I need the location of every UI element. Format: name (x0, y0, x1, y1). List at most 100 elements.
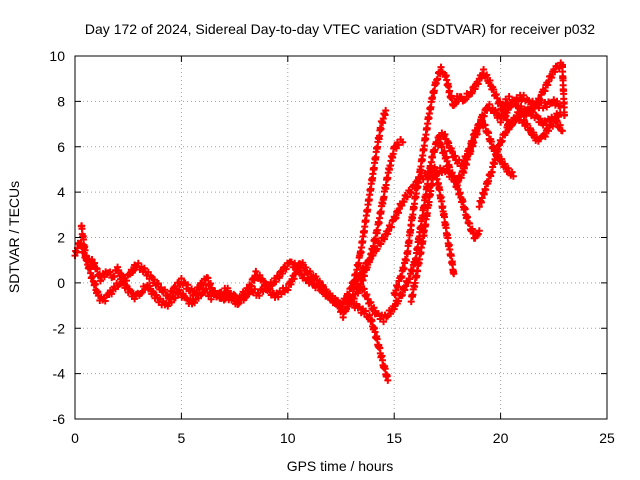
data-point (520, 116, 528, 124)
data-point (539, 104, 547, 112)
data-point (558, 127, 566, 135)
data-point (400, 198, 408, 206)
data-point (450, 270, 458, 278)
data-point (168, 298, 176, 306)
data-point (287, 280, 295, 288)
data-point (191, 299, 199, 307)
y-tick-label: 6 (57, 139, 65, 155)
data-point (184, 281, 192, 289)
data-point (541, 87, 549, 95)
data-point (553, 97, 561, 105)
data-point (474, 80, 482, 88)
series-p032 (71, 59, 568, 384)
data-point (275, 274, 283, 282)
data-point (544, 127, 552, 135)
data-point (556, 102, 564, 110)
data-point (466, 219, 474, 227)
data-point (497, 118, 505, 126)
data-point (108, 290, 116, 298)
data-point (466, 145, 474, 153)
data-point (197, 291, 205, 299)
data-point (366, 256, 374, 264)
data-point (373, 245, 381, 253)
data-point (382, 106, 390, 114)
y-tick-label: 8 (57, 93, 65, 109)
data-point (380, 235, 388, 243)
data-point (255, 292, 263, 300)
data-point (161, 286, 169, 294)
data-point (319, 281, 327, 289)
data-trace-9 (475, 113, 566, 211)
data-point (134, 259, 142, 267)
x-tick-label: 25 (599, 430, 615, 446)
ticks: 0 5 10 15 20 25 -6 -4 -2 0 2 4 6 8 10 (49, 48, 615, 446)
data-trace-7 (407, 163, 458, 306)
data-point (322, 285, 330, 293)
data-point (526, 124, 534, 132)
data-point (530, 129, 538, 137)
data-point (404, 193, 412, 201)
data-trace-6 (390, 63, 564, 299)
data-point (468, 89, 476, 97)
data-point (278, 269, 286, 277)
data-point (252, 267, 260, 275)
data-point (560, 111, 568, 119)
data-point (475, 227, 483, 235)
data-point (256, 271, 264, 279)
data-point (106, 268, 114, 276)
data-point (377, 240, 385, 248)
data-point (202, 285, 210, 293)
data-point (366, 311, 374, 319)
data-point (438, 143, 446, 151)
data-point (394, 141, 402, 149)
data-point (446, 163, 454, 171)
data-point (553, 117, 561, 125)
y-axis-label: SDTVAR / TECUs (6, 181, 22, 293)
data-point (316, 277, 324, 285)
data-point (520, 91, 528, 99)
data-point (467, 88, 475, 96)
x-tick-label: 15 (386, 430, 402, 446)
data-point (122, 281, 130, 289)
data-point (541, 133, 549, 141)
data-point (294, 266, 302, 274)
data-point (100, 273, 108, 281)
y-tick-label: 2 (57, 230, 65, 246)
data-point (480, 66, 488, 74)
data-point (552, 118, 560, 126)
data-point (234, 300, 242, 308)
data-point (469, 137, 477, 145)
data-point (384, 376, 392, 384)
x-tick-label: 10 (280, 430, 296, 446)
data-point (224, 284, 232, 292)
data-point (501, 160, 509, 168)
data-point (207, 295, 215, 303)
data-point (144, 268, 152, 276)
data-point (536, 115, 544, 123)
data-point (229, 293, 237, 301)
data-point (490, 86, 498, 94)
data-point (509, 96, 517, 104)
data-point (498, 137, 506, 145)
data-point (377, 125, 385, 133)
data-point (215, 289, 223, 297)
x-tick-label: 5 (178, 430, 186, 446)
data-point (369, 252, 377, 260)
data-point (556, 121, 564, 129)
data-point (140, 264, 148, 272)
data-point (93, 265, 101, 273)
data-point (434, 75, 442, 83)
data-point (177, 274, 185, 282)
data-point (398, 291, 406, 299)
data-point (216, 288, 224, 296)
data-point (367, 298, 375, 306)
data-point (481, 121, 489, 129)
data-point (554, 113, 562, 121)
y-tick-label: -6 (53, 411, 66, 427)
data-point (487, 138, 495, 146)
data-point (284, 286, 292, 294)
data-point (390, 305, 398, 313)
data-point (237, 296, 245, 304)
